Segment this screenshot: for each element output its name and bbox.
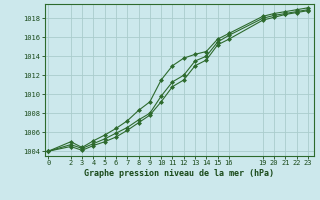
- X-axis label: Graphe pression niveau de la mer (hPa): Graphe pression niveau de la mer (hPa): [84, 169, 274, 178]
